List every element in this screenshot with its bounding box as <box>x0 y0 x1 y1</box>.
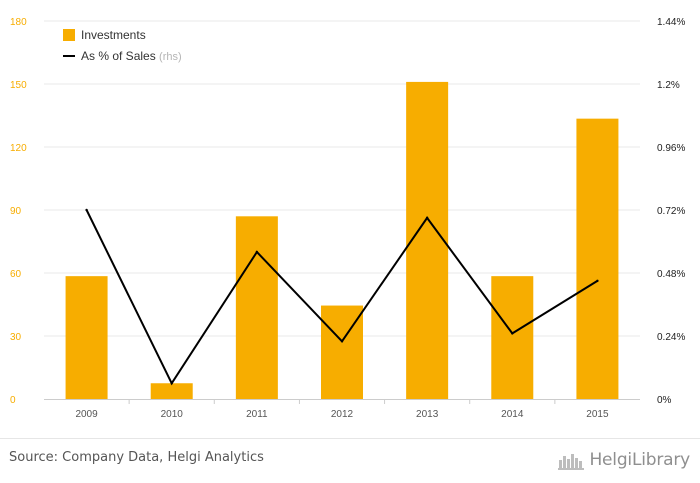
left-axis-tick-label: 0 <box>10 395 16 406</box>
line-point-2014 <box>511 332 514 335</box>
line-point-2009 <box>85 208 88 212</box>
x-axis-tick-label: 2011 <box>246 409 268 420</box>
line-point-2015 <box>596 279 599 283</box>
axes: 0 30 60 90 120 150 180 0% 0.24% 0.48% 0.72% 0.96% 1.… <box>10 17 685 420</box>
x-axis-tick-label: 2010 <box>161 409 184 420</box>
bar-investments-2011 <box>235 216 278 399</box>
bars <box>65 81 619 400</box>
right-axis-tick-label: 1.2% <box>657 80 680 91</box>
legend: Investments As % of Sales (rhs) <box>63 28 182 63</box>
grid <box>44 20 640 337</box>
footer-divider <box>0 438 700 439</box>
bar-investments-2009 <box>65 276 108 399</box>
legend-label-investments: Investments <box>81 28 146 42</box>
line-point-2010 <box>170 382 173 385</box>
right-axis-tick-label: 0% <box>657 395 672 406</box>
right-axis-tick-label: 0.72% <box>657 206 685 217</box>
source-note: Source: Company Data, Helgi Analytics <box>9 450 264 465</box>
bar-investments-2010 <box>150 383 193 399</box>
brand-name: HelgiLibrary <box>589 450 690 470</box>
x-axis-tick-label: 2009 <box>75 409 98 420</box>
legend-label-as-pct-of-sales: As % of Sales (rhs) <box>81 49 182 63</box>
right-axis-tick-label: 1.44% <box>657 17 685 28</box>
line-point-2013 <box>425 216 429 220</box>
left-axis-tick-label: 30 <box>10 332 22 343</box>
right-axis-tick-label: 0.24% <box>657 332 685 343</box>
bar-investments-2015 <box>576 118 619 400</box>
right-axis-tick-label: 0.48% <box>657 269 685 280</box>
line-series <box>85 208 599 386</box>
right-axis-tick-label: 0.96% <box>657 143 685 154</box>
x-axis-tick-label: 2015 <box>586 409 609 420</box>
line-point-2012 <box>340 340 344 343</box>
library-icon <box>558 454 585 470</box>
x-axis-tick-label: 2013 <box>416 409 439 420</box>
x-axis-tick-label: 2014 <box>501 409 524 420</box>
bar-investments-2013 <box>406 81 449 400</box>
left-axis-tick-label: 90 <box>10 206 22 217</box>
left-axis-tick-label: 60 <box>10 269 22 280</box>
footer: Source: Company Data, Helgi Analytics He… <box>0 438 700 483</box>
legend-swatch-investments <box>63 29 75 41</box>
left-axis-tick-label: 180 <box>10 17 27 28</box>
brand-logo: HelgiLibrary <box>558 448 690 470</box>
bar-investments-2014 <box>491 276 534 399</box>
left-axis-tick-label: 150 <box>10 80 27 91</box>
x-axis-tick-label: 2012 <box>331 409 354 420</box>
left-axis-tick-label: 120 <box>10 143 27 154</box>
line-point-2011 <box>255 250 259 254</box>
legend-label-suffix: (rhs) <box>159 51 182 63</box>
